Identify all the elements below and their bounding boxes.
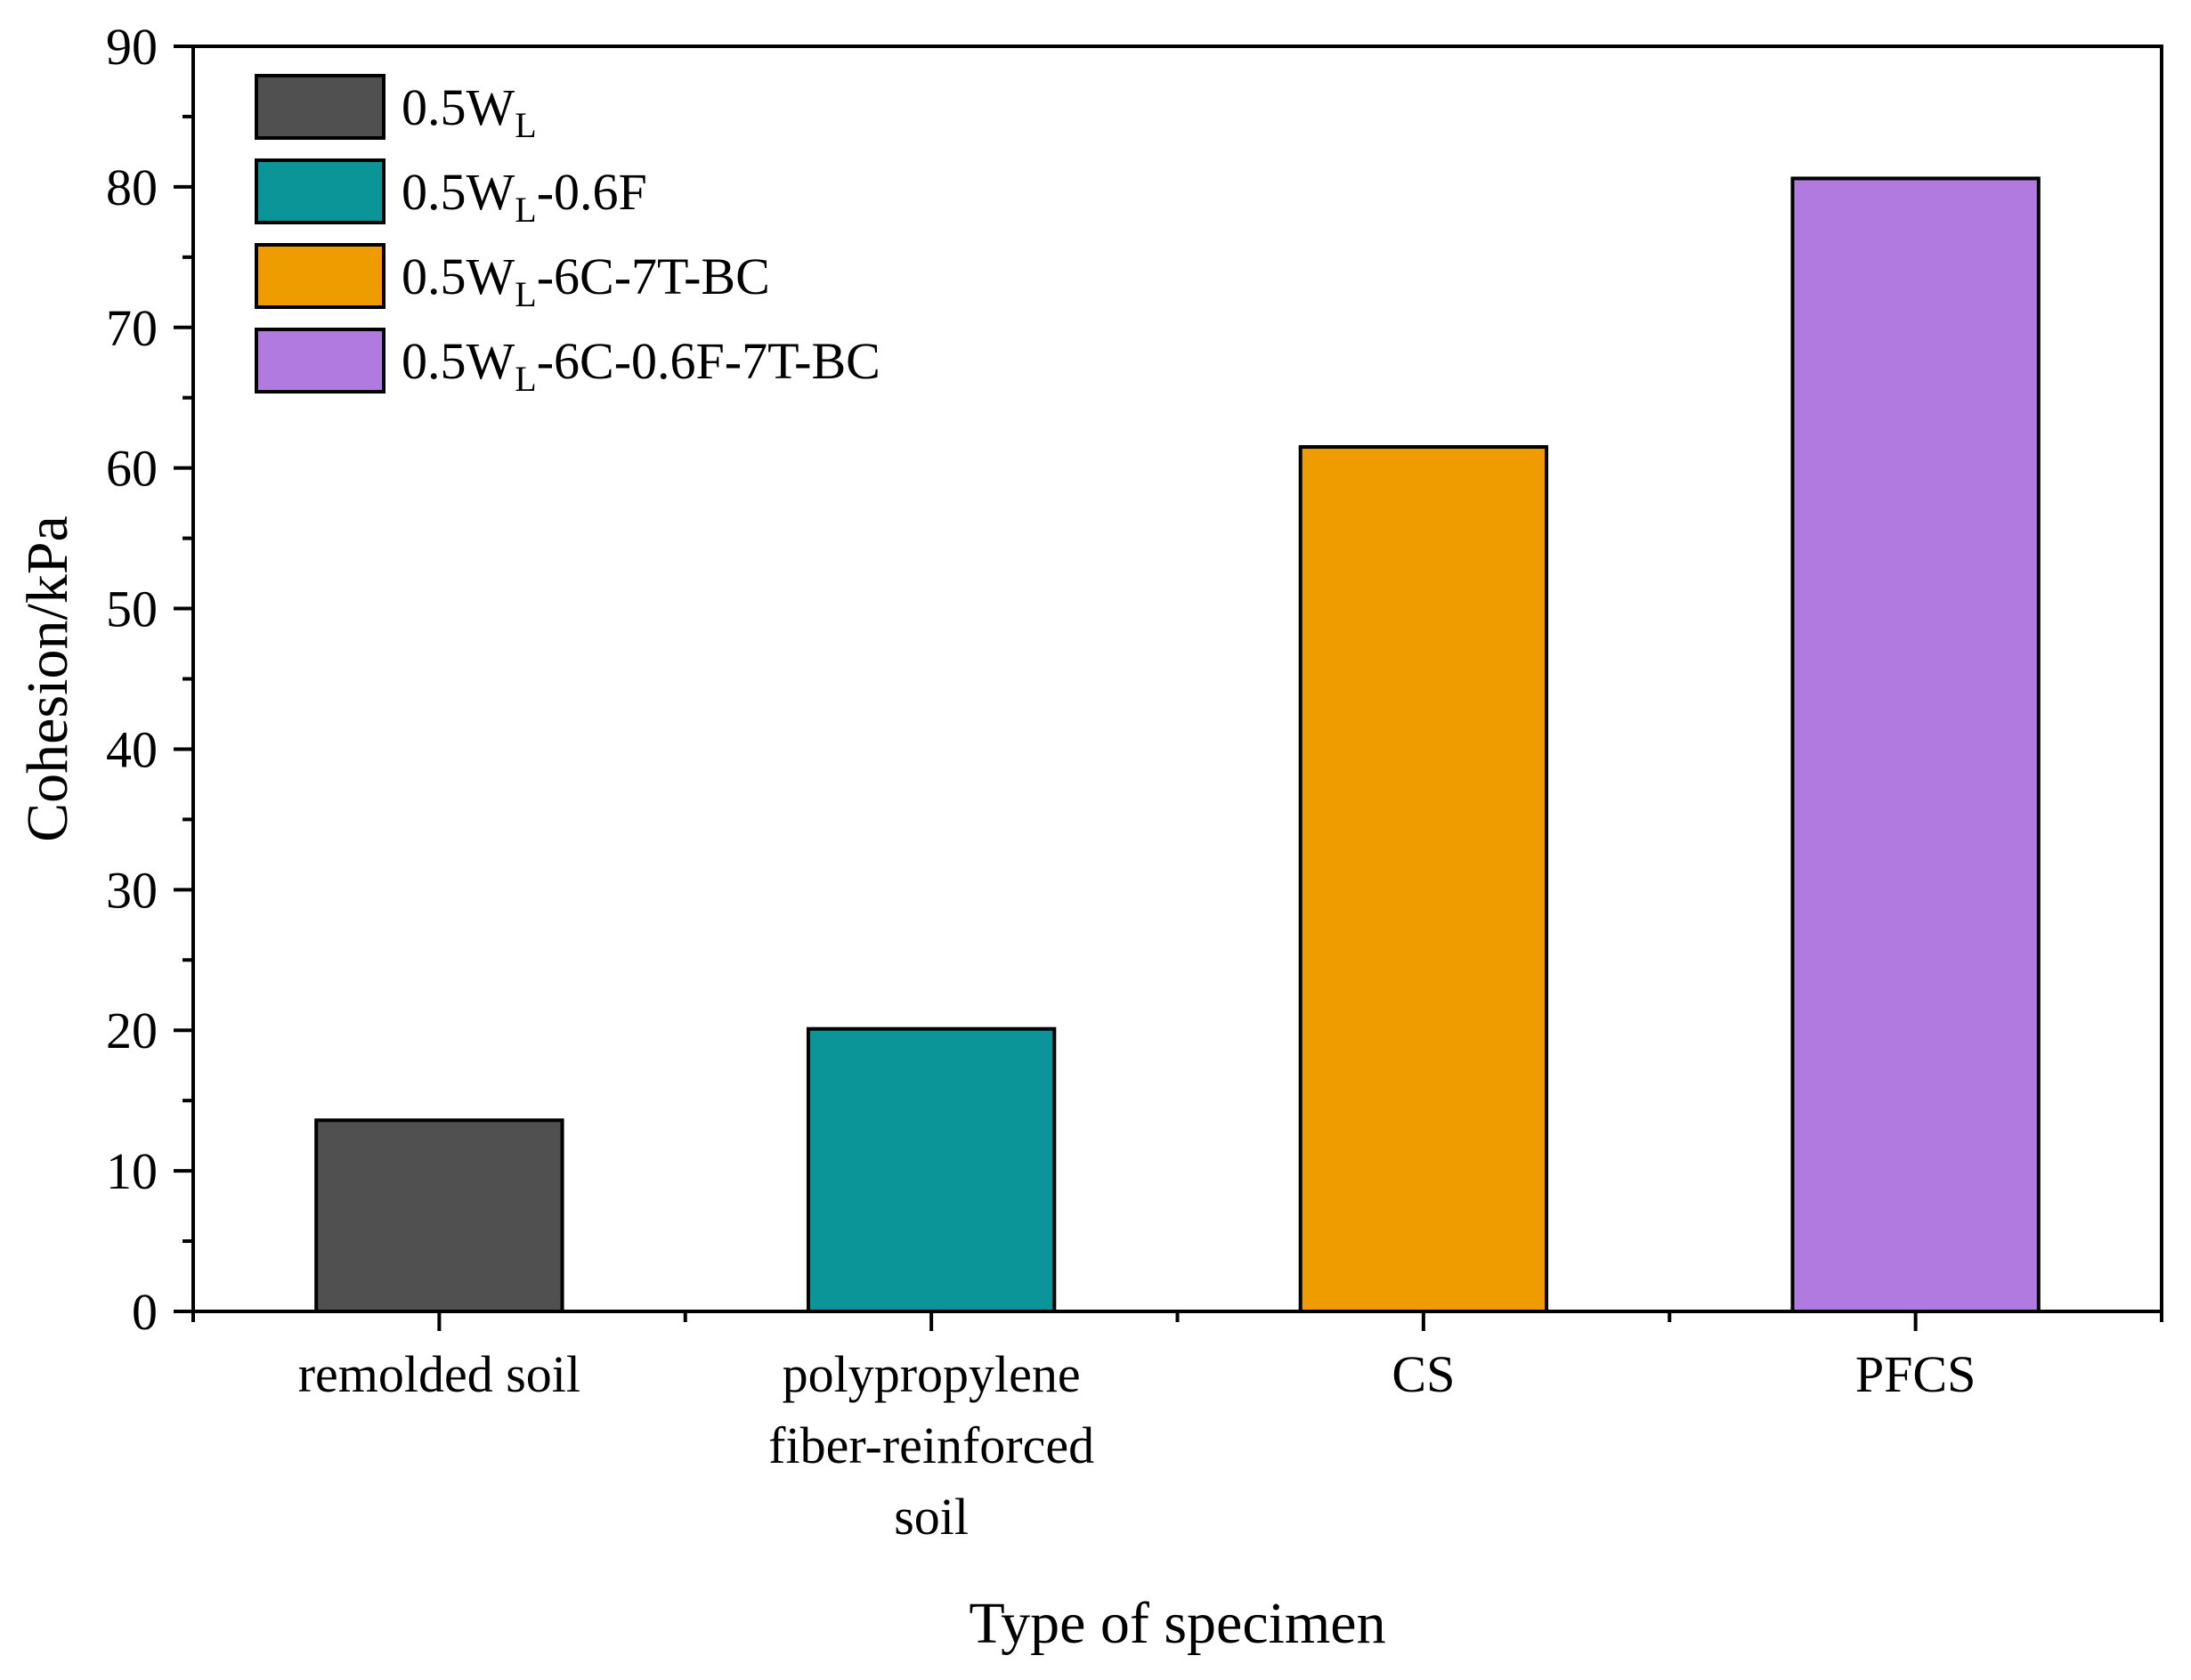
x-axis-title: Type of specimen [969, 1591, 1385, 1656]
x-tick-label: polypropylene fiber-reinforced soil [768, 1345, 1094, 1546]
y-tick-label: 50 [106, 580, 158, 638]
y-tick-label: 40 [106, 720, 158, 778]
bar-0 [314, 1118, 564, 1313]
x-tick-label-line: fiber-reinforced [768, 1416, 1094, 1474]
y-tick-label: 80 [106, 158, 158, 216]
x-tick-label: remolded soil [298, 1345, 580, 1403]
legend: 0.5WL 0.5WL-0.6F 0.5WL-6C-7T-BC 0.5WL-6C-0.… [255, 74, 880, 399]
y-tick-label: 90 [106, 18, 158, 76]
y-tick-label: 20 [106, 1002, 158, 1059]
y-tick-label: 70 [106, 299, 158, 357]
legend-label-2: 0.5WL-6C-7T-BC [402, 248, 770, 314]
bar-1 [806, 1027, 1057, 1313]
y-tick-label: 60 [106, 440, 158, 498]
legend-swatch-3 [255, 328, 385, 394]
legend-label-1: 0.5WL-0.6F [402, 163, 647, 230]
x-tick-label-line: soil [894, 1488, 969, 1546]
legend-swatch-1 [255, 158, 385, 224]
x-tick-label-line: CS [1392, 1345, 1455, 1403]
legend-label-0: 0.5WL [402, 78, 537, 145]
y-axis-title: Cohesion/kPa [15, 515, 80, 842]
x-tick-label-line: PFCS [1855, 1345, 1976, 1403]
bar-2 [1298, 444, 1549, 1313]
bar-3 [1790, 176, 2041, 1314]
legend-swatch-0 [255, 74, 385, 140]
x-tick-label: PFCS [1855, 1345, 1976, 1403]
y-tick-label: 30 [106, 861, 158, 919]
legend-label-3: 0.5WL-6C-0.6F-7T-BC [402, 332, 880, 399]
x-tick-label-line: remolded soil [298, 1345, 580, 1403]
x-tick-label-line: polypropylene [783, 1345, 1081, 1403]
y-tick-label: 0 [132, 1283, 158, 1341]
x-tick-label: CS [1392, 1345, 1455, 1403]
legend-swatch-2 [255, 243, 385, 309]
y-tick-label: 10 [106, 1142, 158, 1200]
